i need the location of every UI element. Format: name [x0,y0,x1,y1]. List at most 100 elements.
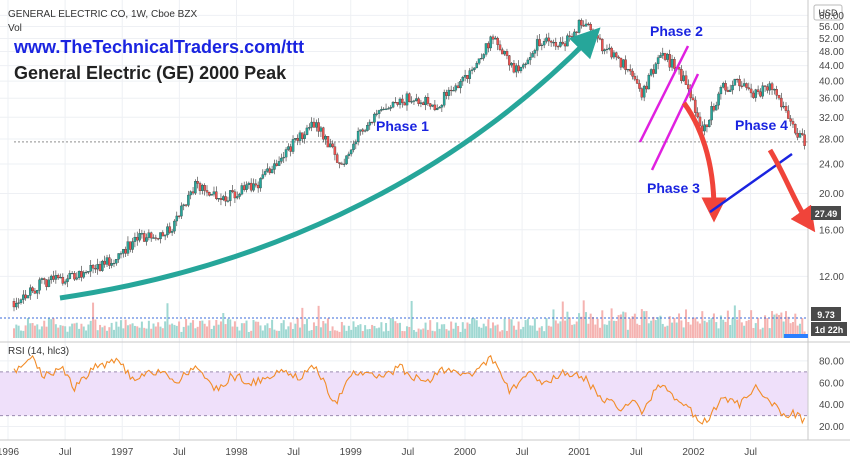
price-candle[interactable] [628,64,632,75]
price-candle[interactable] [331,140,334,149]
price-candle[interactable] [235,191,239,200]
price-candle[interactable] [654,62,658,74]
price-candle[interactable] [282,151,285,163]
price-candle[interactable] [170,228,174,236]
price-candle[interactable] [803,130,806,150]
price-candle[interactable] [410,96,413,104]
price-candle[interactable] [108,254,111,270]
price-candle[interactable] [542,38,546,49]
price-candle[interactable] [791,118,795,129]
price-candle[interactable] [473,67,476,73]
price-candle[interactable] [694,96,697,119]
price-candle[interactable] [519,66,523,74]
price-candle[interactable] [659,52,662,58]
price-candle[interactable] [84,270,88,275]
price-candle[interactable] [603,48,606,55]
price-candle[interactable] [438,105,441,109]
price-candle[interactable] [110,258,113,269]
price-candle[interactable] [203,183,206,196]
price-candle[interactable] [412,99,416,105]
price-candle[interactable] [226,196,230,203]
price-candle[interactable] [349,149,353,157]
price-candle[interactable] [177,215,181,219]
price-candle[interactable] [566,33,569,47]
price-candle[interactable] [347,151,351,159]
price-candle[interactable] [338,162,341,169]
price-candle[interactable] [642,84,646,102]
price-candle[interactable] [528,52,532,65]
price-candle[interactable] [703,119,706,136]
price-candle[interactable] [477,58,481,65]
price-candle[interactable] [577,19,581,34]
price-candle[interactable] [31,286,34,293]
price-candle[interactable] [368,119,372,130]
price-candle[interactable] [208,191,211,197]
price-candle[interactable] [554,37,558,51]
price-candle[interactable] [322,126,325,143]
price-candle[interactable] [417,96,420,107]
price-candle[interactable] [284,147,288,162]
price-candle[interactable] [684,70,688,85]
price-candle[interactable] [366,122,369,132]
price-candle[interactable] [691,94,695,101]
price-candle[interactable] [508,54,511,71]
price-candle[interactable] [342,158,346,167]
price-candle[interactable] [291,135,295,155]
price-candle[interactable] [496,36,499,51]
price-candle[interactable] [377,109,381,119]
price-candle[interactable] [145,233,148,246]
price-candle[interactable] [345,155,348,165]
price-candle[interactable] [29,284,32,300]
price-candle[interactable] [784,102,788,113]
price-candle[interactable] [87,271,90,275]
price-candle[interactable] [489,35,492,51]
price-candle[interactable] [303,131,306,144]
price-candle[interactable] [38,277,41,295]
price-candle[interactable] [254,179,258,188]
price-candle[interactable] [215,186,218,201]
price-candle[interactable] [710,101,713,126]
price-candle[interactable] [42,277,46,285]
price-candle[interactable] [333,142,337,161]
price-candle[interactable] [794,123,797,136]
price-candle[interactable] [770,81,774,95]
price-candle[interactable] [375,109,378,117]
price-candle[interactable] [205,185,209,197]
price-candle[interactable] [717,91,720,110]
price-candle[interactable] [75,272,79,281]
price-candle[interactable] [470,66,474,75]
price-candle[interactable] [317,118,320,137]
price-candle[interactable] [63,279,67,286]
price-candle[interactable] [352,140,355,153]
price-candle[interactable] [373,112,376,126]
price-candle[interactable] [163,234,167,241]
price-candle[interactable] [387,106,390,110]
price-candle[interactable] [56,273,60,280]
price-candle[interactable] [154,234,158,241]
price-candle[interactable] [277,156,281,167]
price-candle[interactable] [401,94,404,108]
price-candle[interactable] [119,251,123,259]
price-candle[interactable] [305,124,309,136]
price-candle[interactable] [82,270,86,279]
price-candle[interactable] [238,192,241,200]
price-candle[interactable] [326,136,330,148]
price-candle[interactable] [468,68,472,84]
price-candle[interactable] [656,54,660,70]
price-candle[interactable] [391,101,395,109]
price-candle[interactable] [484,43,488,57]
price-candle[interactable] [540,43,544,51]
price-candle[interactable] [638,79,641,92]
price-candle[interactable] [775,85,778,100]
price-candle[interactable] [798,130,802,138]
price-candle[interactable] [138,228,141,243]
price-candle[interactable] [524,62,527,69]
price-candle[interactable] [538,34,541,47]
price-candle[interactable] [231,184,234,194]
price-candle[interactable] [149,231,153,242]
price-candle[interactable] [19,298,23,305]
price-candle[interactable] [749,83,753,98]
price-candle[interactable] [389,105,392,112]
price-candle[interactable] [180,202,183,220]
price-candle[interactable] [584,19,588,27]
